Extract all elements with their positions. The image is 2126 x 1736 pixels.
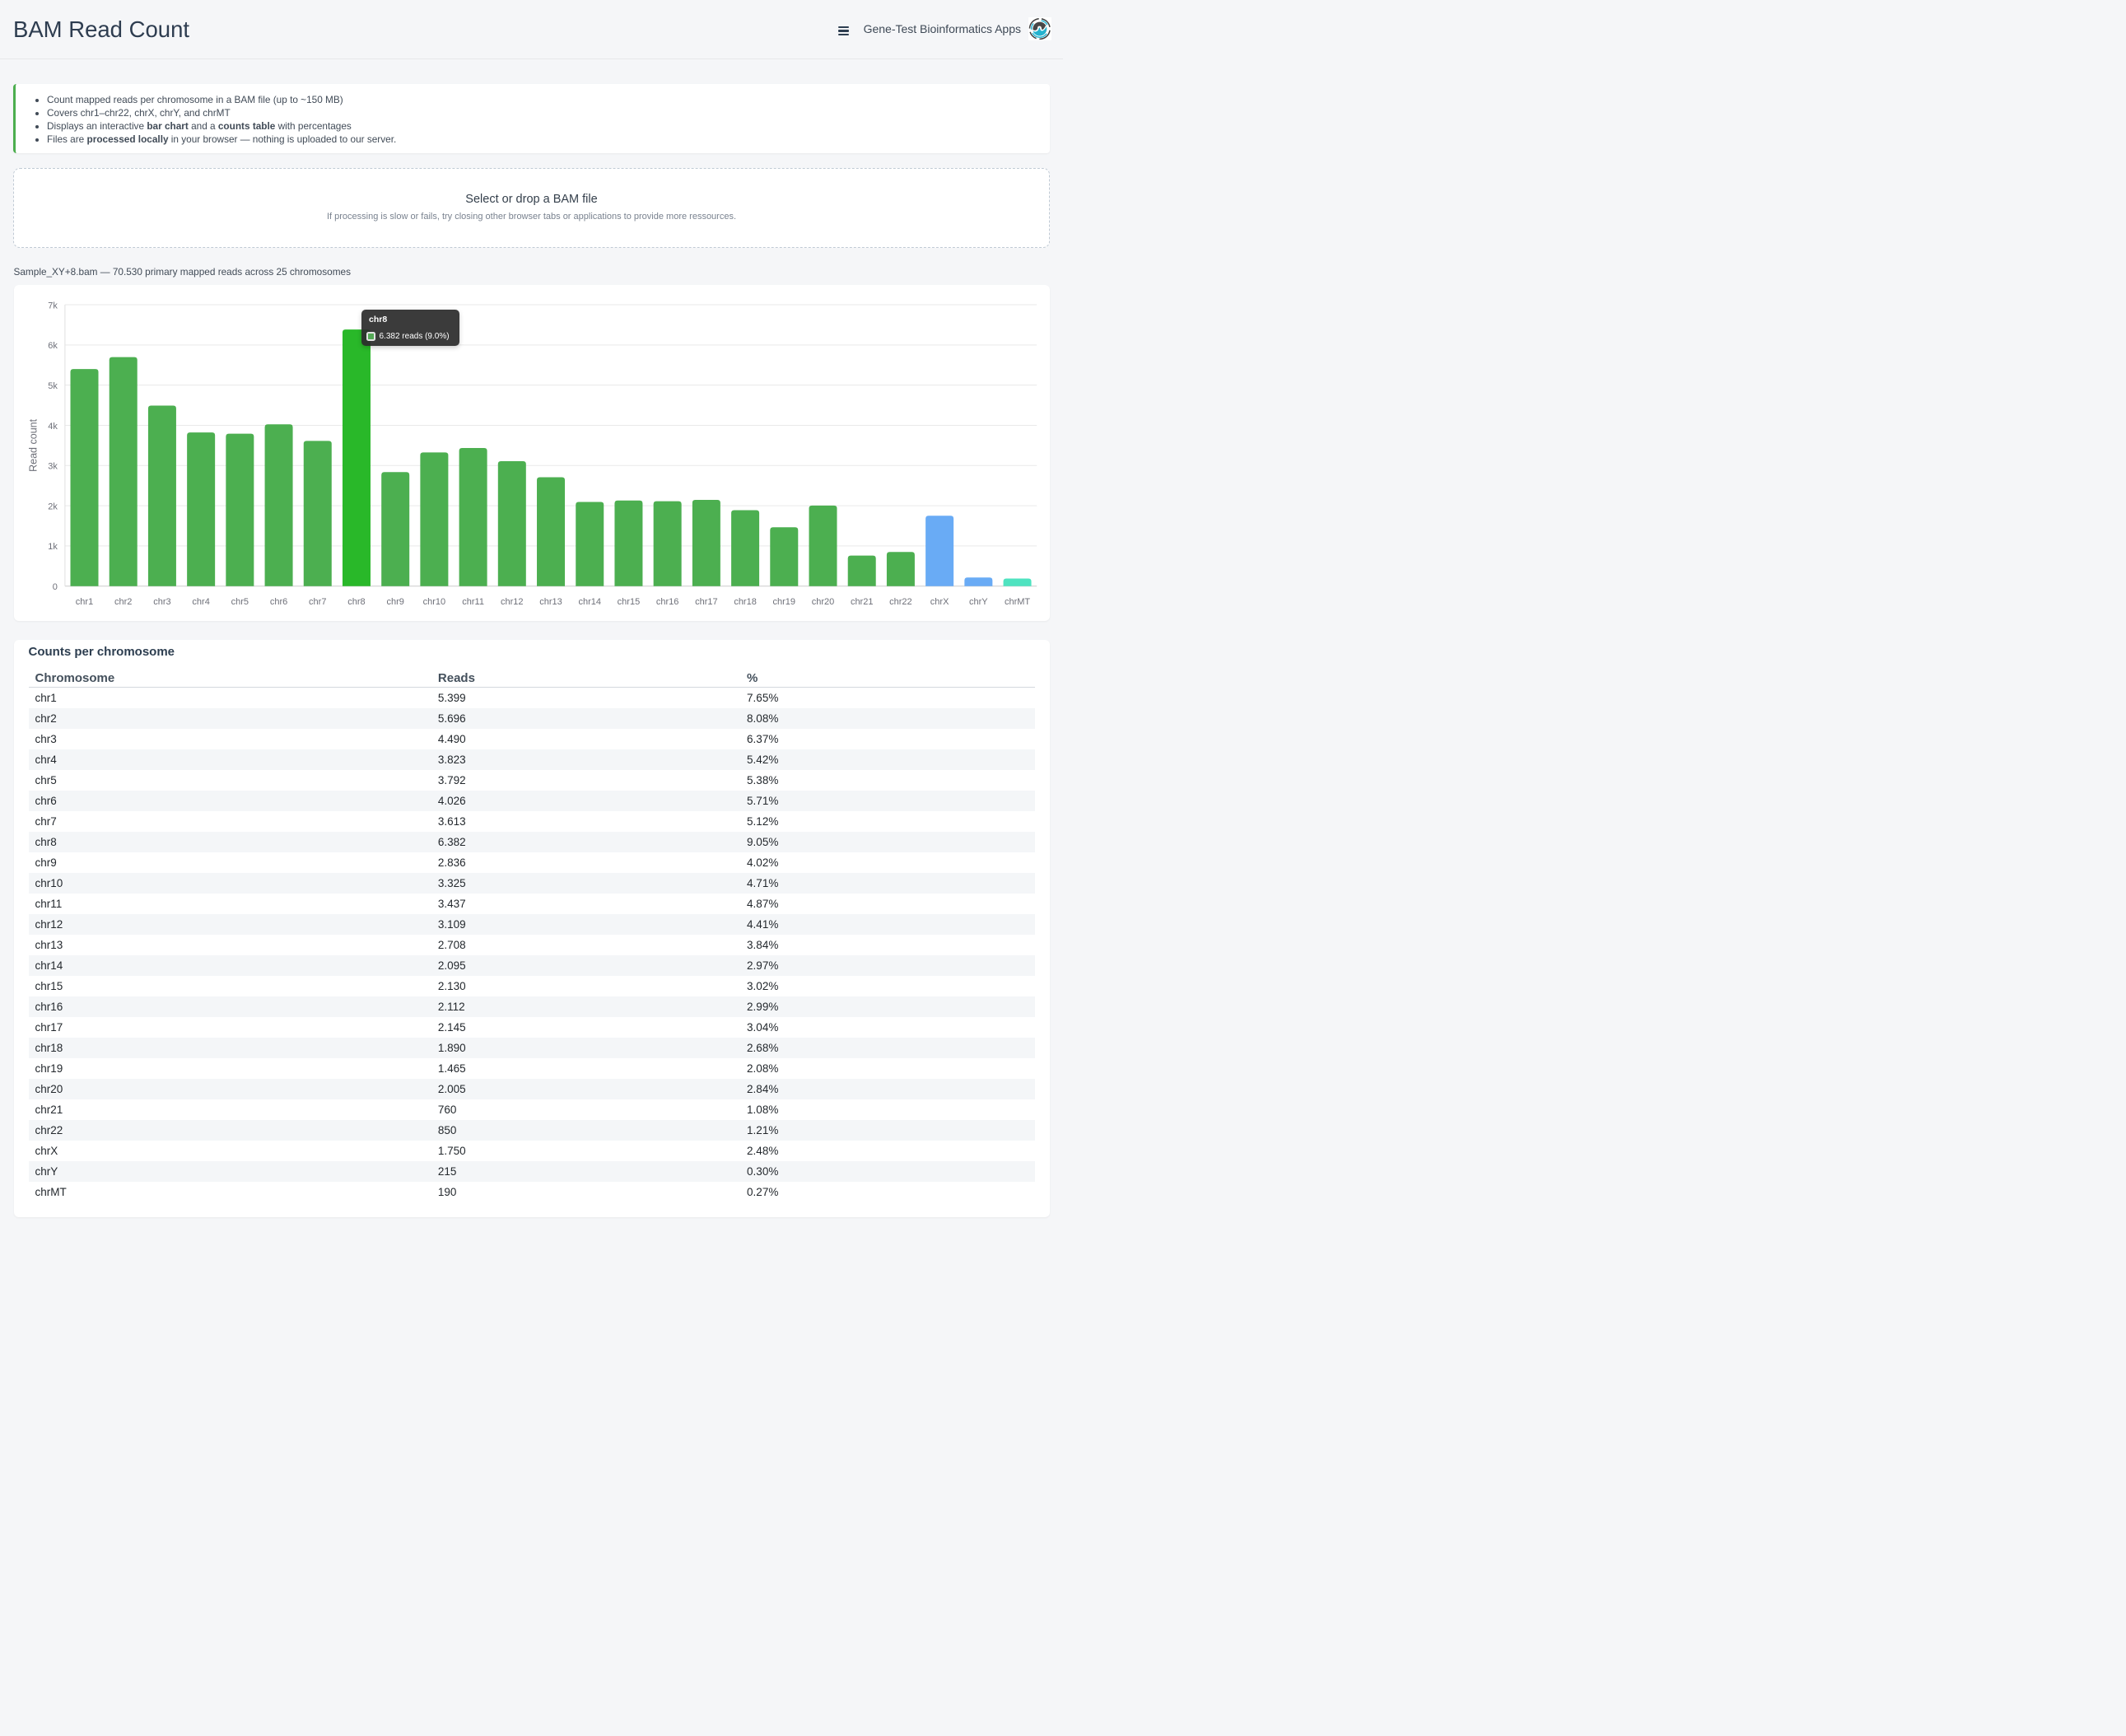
svg-text:chr19: chr19	[772, 597, 795, 607]
svg-text:7k: 7k	[48, 301, 58, 310]
svg-text:chr8: chr8	[347, 597, 365, 607]
svg-text:5k: 5k	[48, 381, 58, 391]
svg-text:chr1: chr1	[75, 597, 92, 607]
svg-text:chr18: chr18	[734, 597, 757, 607]
svg-text:4k: 4k	[48, 422, 58, 432]
svg-text:chr7: chr7	[309, 597, 326, 607]
svg-text:chr6: chr6	[269, 597, 287, 607]
svg-text:chr11: chr11	[462, 597, 484, 607]
svg-text:Read count: Read count	[27, 418, 39, 471]
svg-text:chr9: chr9	[386, 597, 403, 607]
svg-text:2k: 2k	[48, 502, 58, 511]
svg-text:chr4: chr4	[192, 597, 209, 607]
svg-text:chr5: chr5	[231, 597, 248, 607]
svg-text:chr20: chr20	[811, 597, 834, 607]
svg-text:chr2: chr2	[114, 597, 132, 607]
svg-text:6k: 6k	[48, 341, 58, 351]
svg-text:chr21: chr21	[850, 597, 873, 607]
svg-text:chrMT: chrMT	[1004, 597, 1029, 607]
svg-text:chrX: chrX	[930, 597, 949, 607]
svg-text:0: 0	[52, 582, 57, 592]
svg-text:chr22: chr22	[889, 597, 912, 607]
svg-text:chr14: chr14	[578, 597, 601, 607]
svg-text:3k: 3k	[48, 462, 58, 472]
svg-text:chr15: chr15	[617, 597, 640, 607]
svg-text:chr16: chr16	[655, 597, 678, 607]
svg-text:chr17: chr17	[695, 597, 718, 607]
svg-text:1k: 1k	[48, 542, 58, 552]
svg-text:chr12: chr12	[501, 597, 524, 607]
svg-text:chr3: chr3	[153, 597, 170, 607]
svg-text:chr13: chr13	[539, 597, 562, 607]
svg-text:chr10: chr10	[422, 597, 445, 607]
svg-text:chrY: chrY	[969, 597, 988, 607]
